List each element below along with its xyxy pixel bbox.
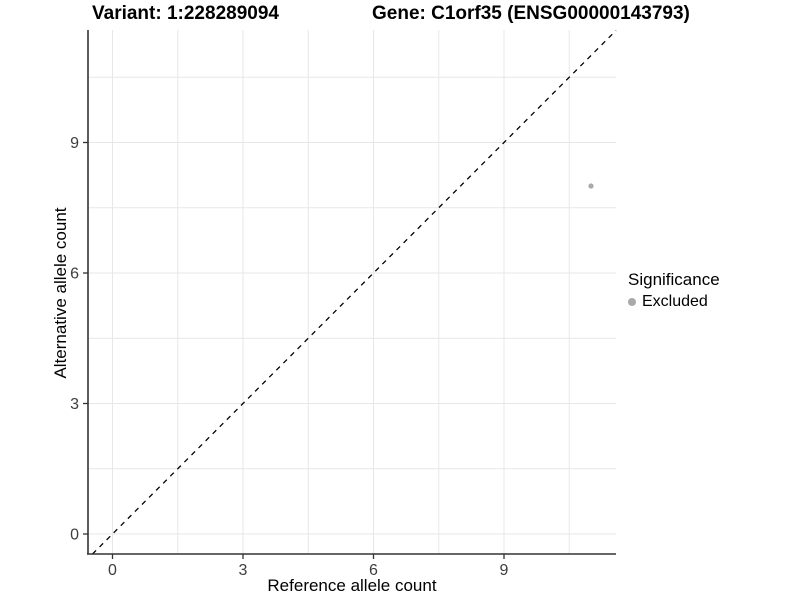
legend-item-excluded: Excluded [628, 293, 720, 311]
gene-title: Gene: C1orf35 (ENSG00000143793) [372, 3, 690, 24]
y-tick-label: 9 [70, 135, 79, 152]
identity-line [92, 30, 617, 555]
legend-item-label: Excluded [642, 293, 708, 310]
x-axis-title: Reference allele count [267, 576, 437, 595]
x-tick-label: 0 [108, 562, 117, 579]
y-tick-label: 3 [70, 396, 79, 413]
variant-title: Variant: 1:228289094 [92, 3, 279, 24]
x-tick-label: 6 [369, 562, 378, 579]
y-axis-title: Alternative allele count [51, 207, 70, 379]
data-point [588, 183, 594, 189]
y-tick-label: 0 [70, 527, 79, 544]
y-tick-label: 6 [70, 266, 79, 283]
x-tick-label: 9 [500, 562, 509, 579]
legend: Significance Excluded [628, 270, 720, 311]
legend-title: Significance [628, 270, 720, 289]
excluded-point-icon [628, 298, 636, 306]
x-tick-label: 3 [239, 562, 248, 579]
